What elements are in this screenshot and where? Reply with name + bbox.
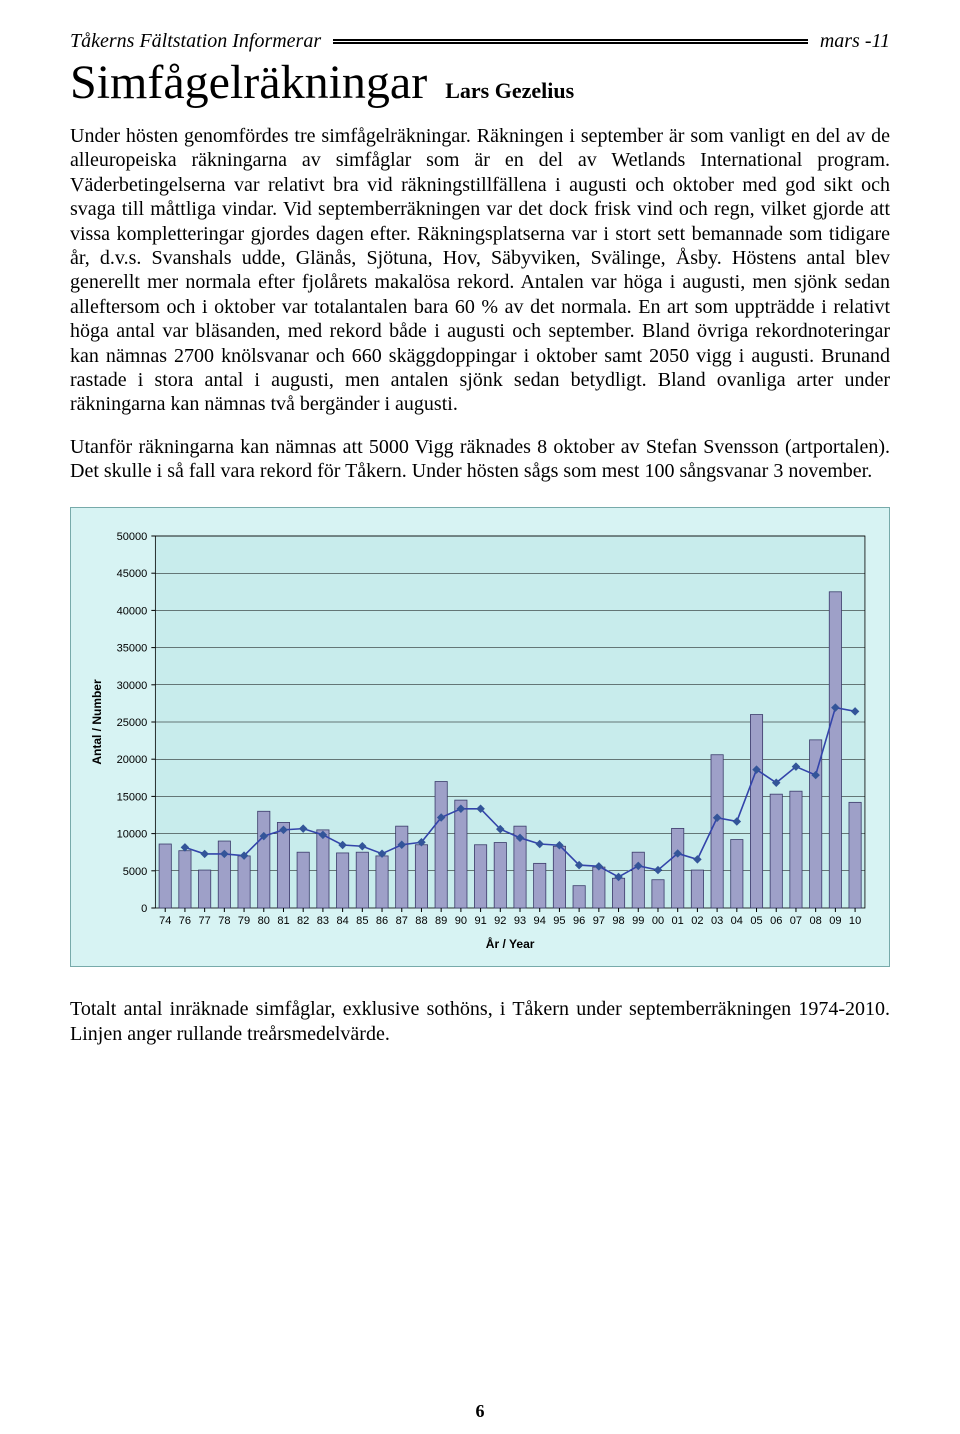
header-rule (333, 39, 808, 44)
author-name: Lars Gezelius (445, 78, 574, 104)
svg-text:82: 82 (297, 915, 309, 927)
svg-text:03: 03 (711, 915, 723, 927)
paragraph: Under hösten genomfördes tre simfågelräk… (70, 124, 890, 417)
svg-text:45000: 45000 (117, 569, 148, 581)
svg-text:97: 97 (593, 915, 605, 927)
svg-text:80: 80 (258, 915, 270, 927)
paragraph: Utanför räkningarna kan nämnas att 5000 … (70, 435, 890, 484)
svg-text:78: 78 (218, 915, 230, 927)
svg-text:74: 74 (159, 915, 171, 927)
chart-caption: Totalt antal inräknade simfåglar, exklus… (70, 997, 890, 1047)
svg-text:Antal / Number: Antal / Number (90, 680, 104, 766)
svg-text:15000: 15000 (117, 792, 148, 804)
page-number: 6 (0, 1401, 960, 1422)
svg-text:93: 93 (514, 915, 526, 927)
svg-text:0: 0 (141, 903, 147, 915)
svg-text:30000: 30000 (117, 680, 148, 692)
svg-text:81: 81 (277, 915, 289, 927)
svg-text:98: 98 (612, 915, 624, 927)
svg-text:86: 86 (376, 915, 388, 927)
svg-text:89: 89 (435, 915, 447, 927)
svg-text:88: 88 (415, 915, 427, 927)
header-left: Tåkerns Fältstation Informerar (70, 30, 321, 53)
svg-text:08: 08 (810, 915, 822, 927)
svg-text:92: 92 (494, 915, 506, 927)
svg-text:90: 90 (455, 915, 467, 927)
svg-text:99: 99 (632, 915, 644, 927)
svg-text:05: 05 (750, 915, 762, 927)
chart-panel: 0500010000150002000025000300003500040000… (70, 507, 890, 967)
page-title: Simfågelräkningar (70, 55, 427, 110)
bar-chart: 0500010000150002000025000300003500040000… (83, 530, 877, 956)
svg-text:25000: 25000 (117, 717, 148, 729)
svg-text:35000: 35000 (117, 643, 148, 655)
svg-text:84: 84 (336, 915, 348, 927)
svg-text:År / Year: År / Year (486, 936, 535, 951)
header-right: mars -11 (820, 30, 890, 53)
svg-text:09: 09 (829, 915, 841, 927)
svg-text:76: 76 (179, 915, 191, 927)
svg-text:94: 94 (534, 915, 546, 927)
svg-text:96: 96 (573, 915, 585, 927)
svg-text:00: 00 (652, 915, 664, 927)
svg-text:87: 87 (396, 915, 408, 927)
svg-text:5000: 5000 (123, 866, 148, 878)
svg-text:79: 79 (238, 915, 250, 927)
svg-text:10: 10 (849, 915, 861, 927)
svg-text:50000: 50000 (117, 531, 148, 543)
svg-text:77: 77 (198, 915, 210, 927)
svg-text:06: 06 (770, 915, 782, 927)
svg-text:07: 07 (790, 915, 802, 927)
svg-text:20000: 20000 (117, 755, 148, 767)
svg-text:10000: 10000 (117, 829, 148, 841)
svg-text:02: 02 (691, 915, 703, 927)
svg-text:85: 85 (356, 915, 368, 927)
svg-text:83: 83 (317, 915, 329, 927)
svg-text:01: 01 (672, 915, 684, 927)
body-text: Under hösten genomfördes tre simfågelräk… (70, 124, 890, 483)
svg-text:04: 04 (731, 915, 743, 927)
svg-text:40000: 40000 (117, 606, 148, 618)
svg-text:91: 91 (474, 915, 486, 927)
svg-text:95: 95 (553, 915, 565, 927)
